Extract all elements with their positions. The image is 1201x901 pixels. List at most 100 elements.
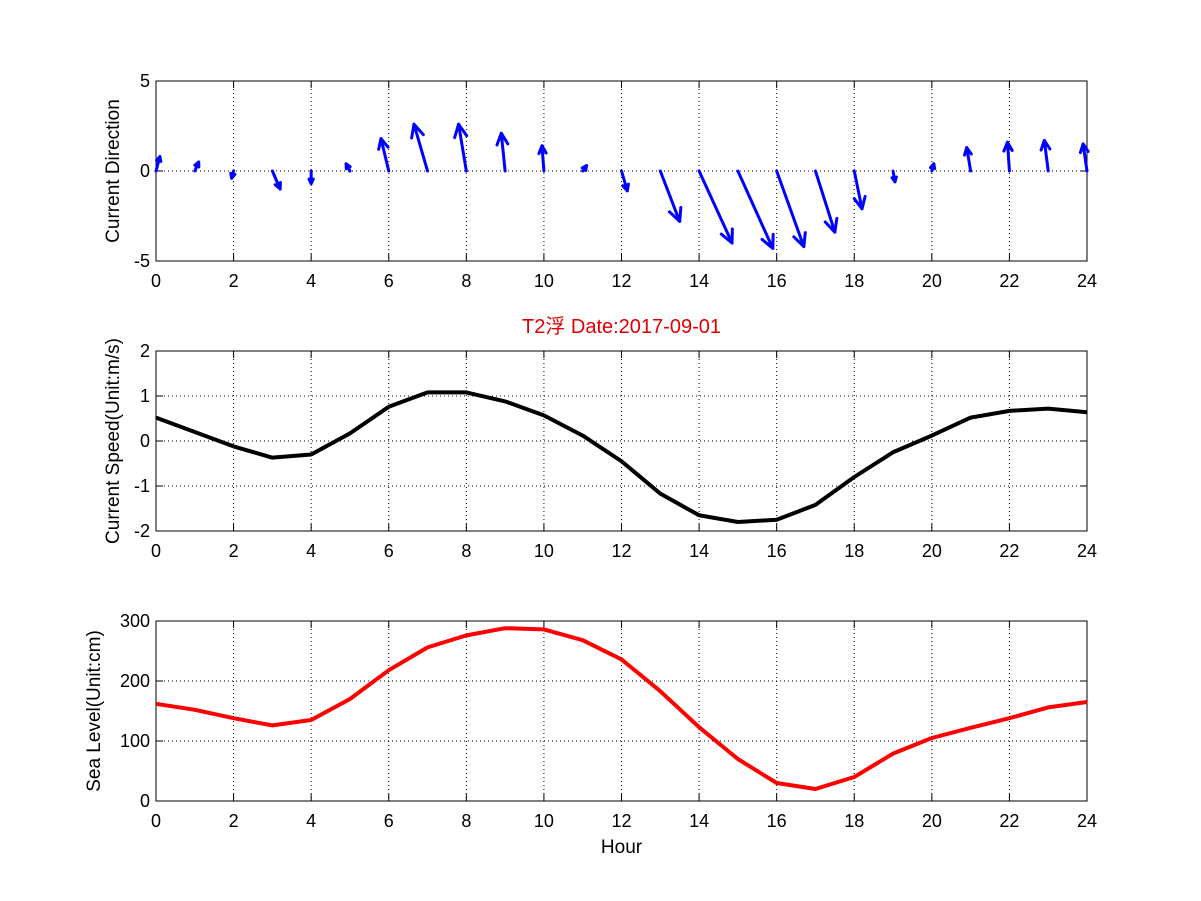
sealevel-x-tick-label: 4 (306, 811, 316, 831)
direction-arrow-shaft (813, 169, 837, 234)
direction-arrow (852, 169, 867, 211)
sealevel-x-tick-label: 22 (999, 811, 1019, 831)
speed-x-tick-label: 2 (229, 541, 239, 561)
direction-x-tick-label: 6 (384, 271, 394, 291)
speed-x-tick-label: 4 (306, 541, 316, 561)
direction-arrow-head (890, 175, 898, 184)
speed-x-tick-label: 24 (1077, 541, 1097, 561)
direction-arrow-shaft (852, 169, 864, 211)
sealevel-x-tick-label: 20 (922, 811, 942, 831)
sealevel-y-tick-label: 0 (140, 791, 150, 811)
direction-arrow-head (719, 227, 734, 245)
direction-arrow (580, 164, 589, 173)
direction-arrow-shaft (1081, 142, 1089, 173)
direction-arrow-head (193, 160, 201, 169)
direction-y-tick-label: -5 (134, 251, 150, 271)
speed-y-tick-label: 1 (140, 386, 150, 406)
speed-y-tick-label: 2 (140, 341, 150, 361)
direction-arrow-shaft (1005, 140, 1011, 173)
direction-arrow (658, 169, 683, 223)
direction-arrow-head (823, 216, 839, 234)
direction-arrow (1039, 138, 1052, 173)
direction-arrow-shaft (697, 169, 734, 245)
sealevel-y-tick-label: 100 (120, 731, 150, 751)
direction-arrow-head (963, 146, 973, 157)
direction-arrow-shaft (499, 131, 507, 173)
direction-arrow-head (377, 137, 390, 151)
speed-y-tick-label: -2 (134, 521, 150, 541)
direction-arrow (890, 169, 898, 184)
direction-arrow (307, 169, 315, 186)
direction-arrow (697, 169, 734, 245)
direction-arrow (229, 169, 237, 180)
direction-arrow-head (410, 122, 425, 140)
direction-arrow-shaft (775, 169, 806, 249)
direction-arrow (344, 162, 352, 173)
direction-arrow (410, 122, 430, 173)
direction-arrow-head (580, 164, 589, 173)
sealevel-x-tick-label: 2 (229, 811, 239, 831)
direction-y-tick-label: 0 (140, 161, 150, 181)
direction-arrow (537, 144, 548, 173)
direction-x-tick-label: 8 (461, 271, 471, 291)
direction-arrow-shaft (540, 144, 546, 173)
direction-arrow (620, 169, 630, 193)
speed-x-tick-label: 20 (922, 541, 942, 561)
sealevel-y-axis-label: Sea Level(Unit:cm) (84, 630, 105, 792)
direction-arrow (813, 169, 839, 234)
speed-x-tick-label: 16 (767, 541, 787, 561)
direction-arrow (495, 131, 510, 173)
direction-arrow-shaft (965, 146, 973, 173)
direction-arrow-head (307, 177, 315, 186)
direction-x-tick-label: 24 (1077, 271, 1097, 291)
direction-arrow-shaft (379, 137, 391, 173)
sealevel-x-axis-label: Hour (601, 837, 643, 858)
direction-arrow-head (667, 205, 683, 223)
sealevel-series-line (155, 626, 1088, 791)
direction-arrow-head (155, 155, 163, 164)
sealevel-y-tick-label: 300 (120, 611, 150, 631)
sealevel-x-tick-label: 0 (151, 811, 161, 831)
direction-x-tick-label: 10 (534, 271, 554, 291)
sealevel-y-tick-label: 200 (120, 671, 150, 691)
sealevel-x-tick-label: 12 (611, 811, 631, 831)
sealevel-x-tick-label: 6 (384, 811, 394, 831)
sealevel-x-tick-label: 16 (767, 811, 787, 831)
direction-arrow-head (1078, 142, 1090, 155)
direction-arrow-shaft (736, 169, 775, 250)
direction-arrow-shaft (1042, 138, 1050, 173)
speed-x-tick-label: 22 (999, 541, 1019, 561)
speed-x-tick-label: 12 (611, 541, 631, 561)
direction-arrow (154, 155, 163, 173)
direction-arrow-head (621, 182, 630, 193)
direction-arrow-head (495, 131, 510, 147)
speed-x-tick-label: 18 (844, 541, 864, 561)
direction-x-tick-label: 22 (999, 271, 1019, 291)
direction-arrow-shaft (457, 122, 468, 173)
direction-x-tick-label: 14 (689, 271, 709, 291)
direction-arrow (453, 122, 469, 173)
direction-arrow-head (1002, 140, 1014, 153)
direction-arrow-head (537, 144, 548, 156)
speed-title: T2浮 Date:2017-09-01 (522, 315, 721, 338)
speed-x-tick-label: 14 (689, 541, 709, 561)
direction-arrow-head (229, 171, 237, 180)
direction-x-tick-label: 0 (151, 271, 161, 291)
speed-y-tick-label: 0 (140, 431, 150, 451)
speed-y-tick-label: -1 (134, 476, 150, 496)
direction-arrow-shaft (658, 169, 682, 223)
direction-arrow (736, 169, 775, 250)
direction-arrow-head (344, 162, 352, 171)
direction-y-tick-label: 5 (140, 71, 150, 91)
direction-y-axis-label: Current Direction (103, 99, 124, 243)
sealevel-x-tick-label: 18 (844, 811, 864, 831)
direction-arrow (270, 169, 282, 191)
direction-arrow (377, 137, 391, 173)
direction-x-tick-label: 4 (306, 271, 316, 291)
direction-arrow (775, 169, 807, 249)
direction-x-tick-label: 20 (922, 271, 942, 291)
direction-arrow-head (453, 122, 469, 140)
